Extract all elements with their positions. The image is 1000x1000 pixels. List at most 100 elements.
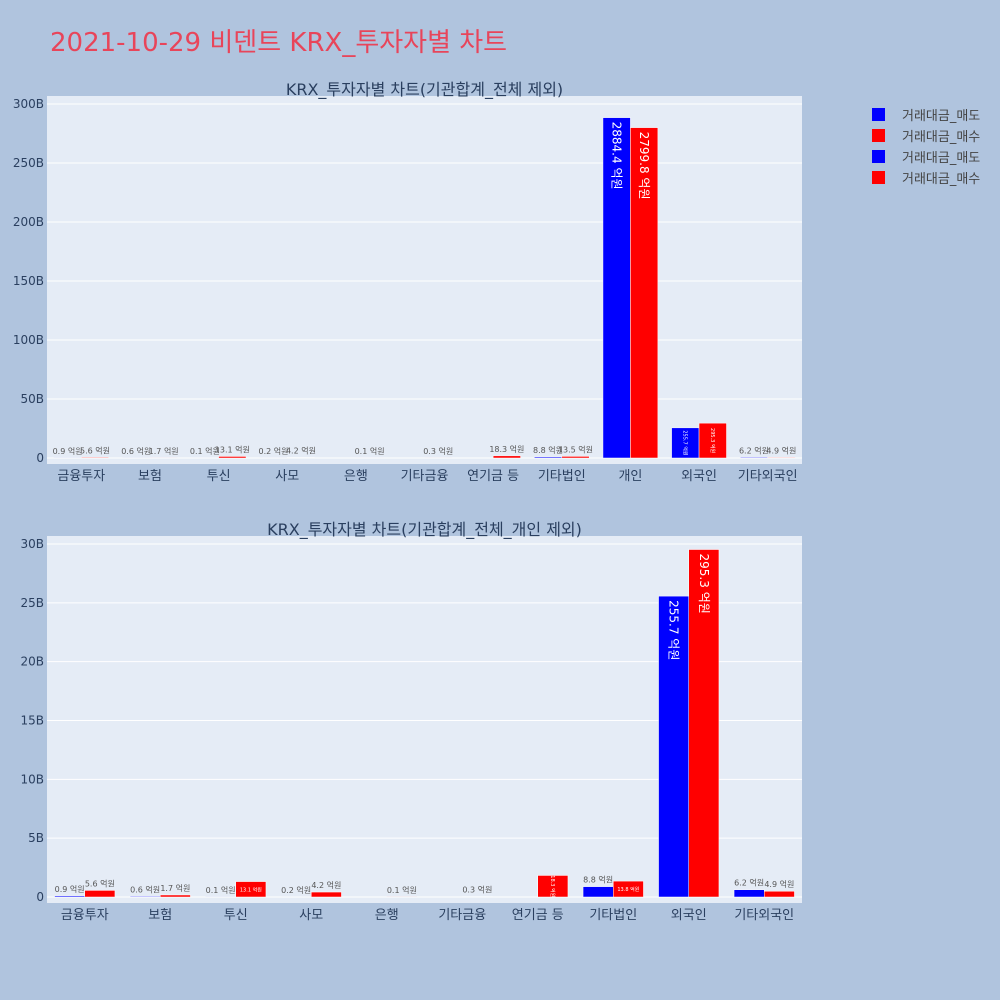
y-tick-label: 250B (13, 156, 44, 170)
x-tick-label: 기타외국인 (734, 908, 794, 923)
data-label: 0.1 억원 (206, 885, 236, 895)
bar-buy[interactable] (688, 549, 720, 898)
y-tick-label: 100B (13, 333, 44, 347)
bar-buy[interactable] (767, 457, 796, 459)
y-tick-label: 25B (20, 596, 44, 610)
bar-sell[interactable] (582, 886, 614, 898)
plot-area (47, 96, 802, 464)
x-tick-label: 기타법인 (589, 908, 637, 923)
bar-sell[interactable] (129, 896, 161, 898)
bar-buy[interactable] (764, 890, 795, 898)
bar-sell[interactable] (534, 456, 563, 459)
data-label: 4.9 억원 (766, 445, 796, 455)
y-tick-label: 0 (36, 451, 44, 465)
data-label: 18.3 억원 (489, 444, 524, 454)
bar-buy[interactable] (235, 881, 267, 898)
bar-buy[interactable] (630, 127, 659, 459)
data-label: 18.3 억원 (549, 875, 556, 897)
x-tick-label: 보험 (138, 469, 162, 484)
data-label: 13.8 억원 (617, 886, 639, 893)
legend-item[interactable]: 거래대금_매도 (872, 104, 980, 125)
y-tick-label: 15B (20, 714, 44, 728)
bar-sell[interactable] (602, 117, 631, 459)
data-label: 2884.4 억원 (610, 122, 624, 190)
data-label: 295.3 억원 (709, 428, 716, 454)
legend-item[interactable]: 거래대금_매수 (872, 167, 980, 188)
bar-buy[interactable] (311, 891, 342, 898)
y-tick-label: 150B (13, 274, 44, 288)
data-label: 0.3 억원 (423, 446, 453, 456)
bar-buy[interactable] (84, 890, 116, 898)
y-tick-label: 300B (13, 97, 44, 111)
data-label: 0.1 억원 (355, 446, 385, 456)
x-tick-label: 투신 (224, 908, 248, 923)
chart-title: KRX_투자자별 차트(기관합계_전체 제외) (286, 80, 563, 100)
x-tick-label: 투신 (207, 469, 231, 484)
x-tick-label: 은행 (344, 468, 368, 484)
data-label: 0.3 억원 (462, 885, 492, 895)
data-label: 1.7 억원 (149, 446, 179, 456)
legend-label: 거래대금_매도 (902, 109, 981, 124)
x-tick-label: 사모 (299, 908, 323, 923)
data-label: 0.2 억원 (281, 885, 311, 895)
x-tick-label: 사모 (275, 469, 299, 484)
bar-buy[interactable] (160, 894, 191, 898)
x-tick-label: 연기금 등 (467, 469, 519, 484)
legend-item[interactable]: 거래대금_매수 (872, 125, 980, 146)
page-title: 2021-10-29 비덴트 KRX_투자자별 차트 (50, 28, 508, 58)
bar-buy[interactable] (561, 456, 590, 459)
data-label: 295.3 억원 (697, 554, 711, 614)
data-label: 5.6 억원 (80, 445, 110, 455)
x-tick-label: 금융투자 (57, 469, 105, 484)
data-label: 5.6 억원 (85, 878, 115, 888)
bar-buy[interactable] (492, 455, 521, 459)
data-label: 0.1 억원 (387, 885, 417, 895)
x-tick-label: 보험 (148, 908, 172, 923)
y-tick-label: 0 (36, 890, 44, 904)
bar-sell[interactable] (733, 889, 765, 898)
y-tick-label: 10B (20, 772, 44, 786)
y-tick-label: 50B (20, 392, 44, 406)
bar-sell[interactable] (658, 595, 689, 898)
chart-1: 0 50B 100B 150B 200B 250B 300B KRX_투자자별 차트(기관합계… (13, 80, 802, 484)
data-label: 0.1 억원 (190, 446, 220, 456)
legend-swatch (872, 129, 885, 142)
x-tick-label: 금융투자 (61, 908, 109, 923)
x-tick-label: 기타금융 (401, 469, 449, 484)
data-label: 4.9 억원 (764, 879, 794, 889)
x-tick-label: 개인 (618, 469, 642, 484)
chart-title: KRX_투자자별 차트(기관합계_전체_개인 제외) (267, 520, 582, 540)
bar-buy[interactable] (537, 875, 569, 898)
bar-buy[interactable] (613, 880, 644, 898)
chart-2: 0 5B 10B 15B 20B 25B 30B KRX_투자자별 차트(기관합계_전체_개인… (20, 520, 802, 923)
bar-sell[interactable] (671, 427, 700, 459)
data-label: 0.6 억원 (130, 884, 160, 894)
y-tick-label: 20B (20, 655, 44, 669)
data-label: 8.8 억원 (583, 875, 613, 885)
x-tick-label: 기타외국인 (738, 469, 798, 484)
legend-swatch (872, 150, 885, 163)
bar-buy[interactable] (698, 422, 727, 459)
data-label: 13.5 억원 (558, 444, 593, 454)
legend-swatch (872, 171, 885, 184)
bar-sell[interactable] (739, 457, 768, 459)
data-label: 0.2 억원 (259, 446, 289, 456)
data-label: 13.1 억원 (215, 444, 250, 454)
bar-buy[interactable] (81, 457, 110, 459)
bar-buy[interactable] (218, 456, 247, 459)
legend-item[interactable]: 거래대금_매도 (872, 146, 980, 167)
data-label: 255.7 억원 (667, 600, 681, 660)
legend-label: 거래대금_매도 (902, 151, 981, 166)
x-tick-label: 기타법인 (538, 469, 586, 484)
legend-label: 거래대금_매수 (902, 130, 981, 145)
data-label: 2799.8 억원 (637, 132, 651, 200)
data-label: 6.2 억원 (734, 878, 764, 888)
data-label: 0.9 억원 (55, 884, 85, 894)
legend: 거래대금_매도 거래대금_매수 거래대금_매도 거래대금_매수 (872, 104, 980, 188)
legend-swatch (872, 108, 885, 121)
bar-sell[interactable] (54, 895, 85, 898)
x-tick-label: 은행 (375, 907, 399, 923)
data-label: 13.1 억원 (240, 886, 262, 893)
legend-label: 거래대금_매수 (902, 172, 981, 187)
